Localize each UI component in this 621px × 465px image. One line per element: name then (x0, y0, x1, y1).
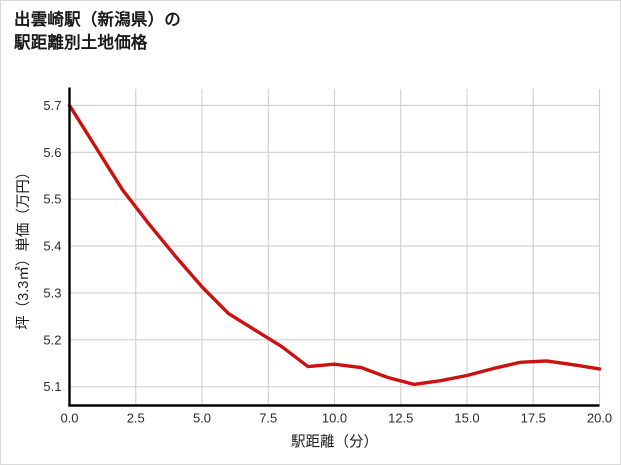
x-tick-label: 7.5 (259, 411, 277, 426)
y-axis-label: 坪（3.3㎡）単価（万円） (15, 165, 32, 330)
y-tick-label: 5.6 (43, 145, 61, 160)
data-series-line (67, 103, 602, 387)
x-tick-label: 0.0 (60, 411, 78, 426)
data-line-group (67, 103, 602, 387)
y-tick-label: 5.3 (43, 285, 61, 300)
y-tick-label: 5.7 (43, 98, 61, 113)
chart-title: 出雲崎駅（新潟県）の 駅距離別土地価格 (14, 11, 181, 53)
axis-spines-group (68, 87, 600, 407)
x-axis-label: 駅距離（分） (291, 433, 378, 451)
y-tick-label: 5.1 (43, 379, 61, 394)
x-tick-label: 5.0 (193, 411, 211, 426)
y-tick-label: 5.5 (43, 192, 61, 207)
x-tick-label: 12.5 (388, 411, 413, 426)
y-tick-label: 5.4 (43, 239, 61, 254)
y-tick-labels-group: 5.1 5.2 5.3 5.4 5.5 5.6 5.7 (43, 98, 61, 394)
x-tick-label: 17.5 (521, 411, 546, 426)
x-tick-label: 15.0 (454, 411, 479, 426)
x-tick-label: 10.0 (322, 411, 347, 426)
x-tick-label: 20.0 (587, 411, 612, 426)
x-tick-label: 2.5 (127, 411, 145, 426)
y-tick-label: 5.2 (43, 332, 61, 347)
x-tick-labels-group: 0.0 2.5 5.0 7.5 10.0 12.5 15.0 17.5 20.0 (60, 411, 612, 426)
gridlines-group (69, 89, 601, 406)
